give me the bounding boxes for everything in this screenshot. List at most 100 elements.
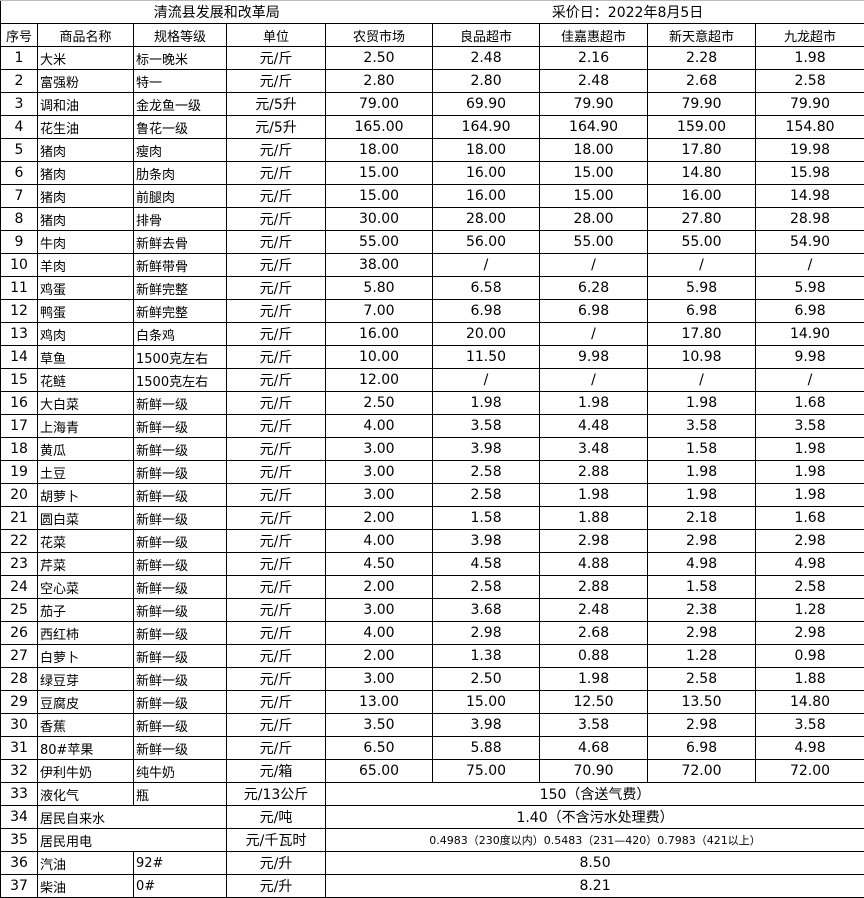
price-cell: 1.98 bbox=[756, 461, 864, 484]
item-name: 白萝卜 bbox=[38, 645, 134, 668]
item-name: 西红柿 bbox=[38, 622, 134, 645]
header-jiulong: 九龙超市 bbox=[756, 24, 864, 47]
price-cell: 3.00 bbox=[326, 461, 433, 484]
price-cell: 2.28 bbox=[648, 47, 756, 70]
item-spec: 0# bbox=[134, 875, 227, 898]
item-unit: 元/斤 bbox=[227, 415, 326, 438]
price-cell: 1.58 bbox=[648, 576, 756, 599]
row-number: 12 bbox=[1, 300, 38, 323]
row-number: 3 bbox=[1, 93, 38, 116]
price-cell: 3.68 bbox=[433, 599, 540, 622]
price-cell: 5.98 bbox=[648, 277, 756, 300]
item-spec: 特一 bbox=[134, 70, 227, 93]
price-cell: 1.98 bbox=[756, 438, 864, 461]
price-cell: 18.00 bbox=[433, 139, 540, 162]
item-unit: 元/斤 bbox=[227, 369, 326, 392]
item-name: 芹菜 bbox=[38, 553, 134, 576]
agency-title: 清流县发展和改革局 bbox=[1, 1, 433, 24]
item-spec: 肋条肉 bbox=[134, 162, 227, 185]
price-cell: 3.58 bbox=[756, 415, 864, 438]
item-unit: 元/斤 bbox=[227, 323, 326, 346]
item-name: 鸡肉 bbox=[38, 323, 134, 346]
item-name: 猪肉 bbox=[38, 208, 134, 231]
price-cell: 2.58 bbox=[433, 484, 540, 507]
price-cell: 16.00 bbox=[326, 323, 433, 346]
item-unit: 元/箱 bbox=[227, 760, 326, 783]
price-cell: 1.88 bbox=[756, 668, 864, 691]
row-number: 29 bbox=[1, 691, 38, 714]
item-spec: 1500克左右 bbox=[134, 369, 227, 392]
price-cell: / bbox=[756, 369, 864, 392]
price-cell: 9.98 bbox=[540, 346, 648, 369]
item-spec: 新鲜一级 bbox=[134, 438, 227, 461]
price-cell: 1.98 bbox=[648, 461, 756, 484]
item-spec: 新鲜一级 bbox=[134, 691, 227, 714]
row-number: 33 bbox=[1, 783, 38, 806]
item-name: 黄瓜 bbox=[38, 438, 134, 461]
item-unit: 元/斤 bbox=[227, 70, 326, 93]
price-cell: 4.98 bbox=[756, 553, 864, 576]
item-unit: 元/升 bbox=[227, 875, 326, 898]
price-cell: 4.00 bbox=[326, 622, 433, 645]
price-cell: 4.98 bbox=[648, 553, 756, 576]
price-cell: 1.68 bbox=[756, 507, 864, 530]
item-spec: 92# bbox=[134, 852, 227, 875]
price-cell: / bbox=[540, 254, 648, 277]
price-cell: 165.00 bbox=[326, 116, 433, 139]
item-name: 草鱼 bbox=[38, 346, 134, 369]
price-cell: 4.98 bbox=[756, 737, 864, 760]
price-cell: 2.58 bbox=[756, 576, 864, 599]
item-name: 大白菜 bbox=[38, 392, 134, 415]
price-cell: 14.98 bbox=[756, 185, 864, 208]
item-unit: 元/斤 bbox=[227, 185, 326, 208]
row-number: 18 bbox=[1, 438, 38, 461]
item-spec: 新鲜完整 bbox=[134, 277, 227, 300]
price-cell: 3.58 bbox=[756, 714, 864, 737]
price-cell: 2.98 bbox=[648, 530, 756, 553]
row-number: 15 bbox=[1, 369, 38, 392]
price-cell: 6.58 bbox=[433, 277, 540, 300]
price-cell: 12.00 bbox=[326, 369, 433, 392]
item-unit: 元/斤 bbox=[227, 553, 326, 576]
price-cell: 5.88 bbox=[433, 737, 540, 760]
price-cell: 14.80 bbox=[648, 162, 756, 185]
price-cell: 1.58 bbox=[433, 507, 540, 530]
price-cell: 3.00 bbox=[326, 438, 433, 461]
price-cell: 5.80 bbox=[326, 277, 433, 300]
item-spec: 新鲜一级 bbox=[134, 461, 227, 484]
item-name: 富强粉 bbox=[38, 70, 134, 93]
price-cell: 2.80 bbox=[433, 70, 540, 93]
price-cell: / bbox=[756, 254, 864, 277]
price-cell: 10.00 bbox=[326, 346, 433, 369]
item-name: 豆腐皮 bbox=[38, 691, 134, 714]
price-cell: 15.00 bbox=[326, 162, 433, 185]
price-cell: 55.00 bbox=[540, 231, 648, 254]
item-unit: 元/5升 bbox=[227, 93, 326, 116]
item-unit: 元/斤 bbox=[227, 530, 326, 553]
price-cell: 4.00 bbox=[326, 530, 433, 553]
price-cell: 27.80 bbox=[648, 208, 756, 231]
price-cell: 2.68 bbox=[648, 70, 756, 93]
price-cell: 2.80 bbox=[326, 70, 433, 93]
item-unit: 元/斤 bbox=[227, 254, 326, 277]
item-spec: 新鲜一级 bbox=[134, 392, 227, 415]
price-cell: 17.80 bbox=[648, 139, 756, 162]
price-cell: 2.00 bbox=[326, 576, 433, 599]
price-cell: 69.90 bbox=[433, 93, 540, 116]
price-cell: 2.98 bbox=[756, 530, 864, 553]
item-unit: 元/斤 bbox=[227, 47, 326, 70]
